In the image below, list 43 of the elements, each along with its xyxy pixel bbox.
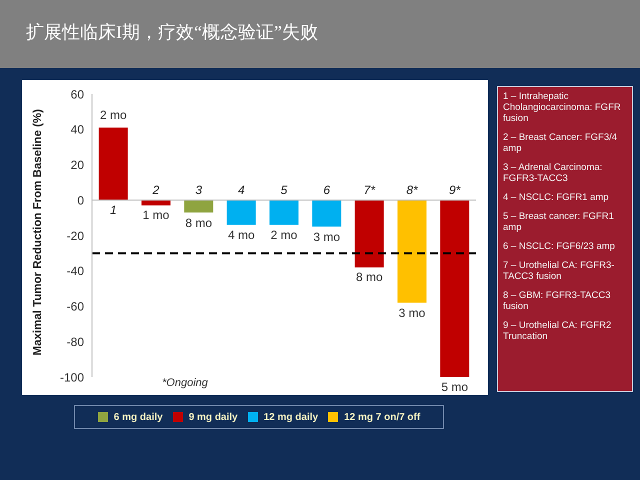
legend-label: 6 mg daily	[114, 412, 163, 422]
x-tick-label: 9*	[448, 183, 461, 198]
y-tick-label: -60	[66, 300, 84, 314]
x-tick-label: 6	[323, 183, 330, 198]
text: 8 – GBM: FGFR3-TACC3 fusion	[503, 290, 612, 312]
x-tick-label: 3	[195, 183, 202, 198]
annotation: 8 mo	[354, 270, 384, 284]
x-tick-label: 4	[238, 183, 245, 198]
x-tick-label: 7*	[364, 183, 376, 198]
text: 6 – NSCLC: FGF6/23 amp	[503, 241, 616, 252]
text: 1 – Intrahepatic Cholangiocarcinoma: FGFR fusion	[503, 91, 622, 124]
annotation: 2 mo	[270, 228, 298, 242]
text: 4 – NSCLC: FGFR1 amp	[503, 192, 610, 203]
x-tick-label: 2	[152, 183, 160, 198]
annotation: *Ongoing	[162, 377, 208, 389]
x-tick-label: 8*	[406, 183, 418, 198]
y-tick-label: -40	[66, 264, 84, 278]
annotation: 2 mo	[98, 108, 128, 122]
text: 7 – Urothelial CA: FGFR3-TACC3 fusion	[503, 260, 616, 282]
legend-label: 9 mg daily	[188, 412, 238, 422]
text: 2 – Breast Cancer: FGF3/4 amp	[503, 132, 618, 154]
annotation: 3 mo	[398, 306, 426, 320]
annotation: 8 mo	[184, 216, 213, 230]
chart-title: 扩展性临床I期，疗效“概念验证”失败	[26, 21, 318, 44]
annotation: 3 mo	[312, 230, 341, 244]
y-tick-label: -80	[66, 334, 84, 349]
y-tick-label: -20	[66, 228, 84, 243]
text: 5 – Breast cancer: FGFR1 amp	[503, 211, 615, 233]
text: 3 – Adrenal Carcinoma: FGFR3-TACC3	[503, 162, 604, 184]
y-axis-title: Maximal Tumor Reduction From Baseline (%)	[32, 108, 44, 356]
y-tick-label: -100	[60, 370, 84, 384]
x-tick-label: 1	[110, 203, 117, 218]
y-tick-label: 60	[70, 87, 84, 102]
y-tick-label: 0	[77, 193, 84, 208]
annotation: 5 mo	[440, 380, 469, 394]
text: 9 – Urothelial CA: FGFR2 Truncation	[503, 320, 612, 342]
annotation: 4 mo	[226, 228, 256, 242]
legend-label: 12 mg 7 on/7 off	[344, 412, 420, 422]
annotation: 1 mo	[142, 208, 170, 222]
x-tick-label: 5	[280, 183, 288, 198]
y-tick-label: 20	[70, 158, 84, 172]
y-tick-label: 40	[70, 122, 84, 137]
legend-label: 12 mg daily	[264, 412, 318, 422]
